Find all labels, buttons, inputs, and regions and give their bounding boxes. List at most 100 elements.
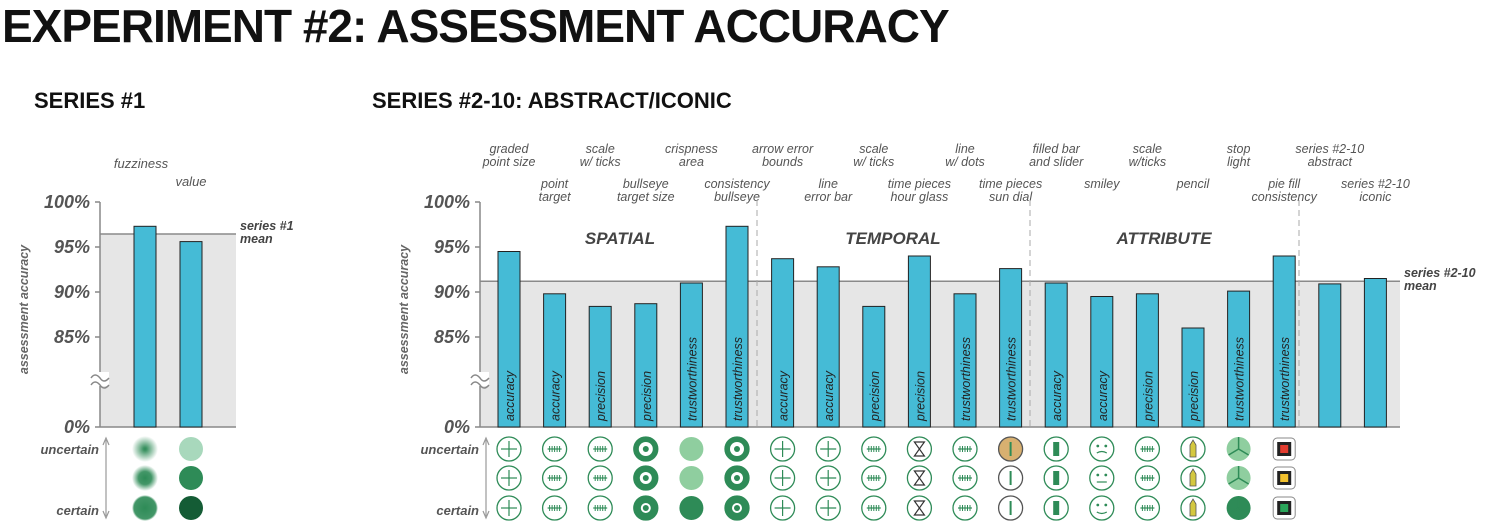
category-label: bounds [762, 155, 803, 169]
category-label: consistency [704, 177, 770, 191]
category-label: light [1227, 155, 1250, 169]
y-tick-label: 90% [54, 282, 90, 302]
arrow-head-down [482, 510, 490, 520]
bar-label: trustworthiness [1278, 337, 1292, 421]
main-title: EXPERIMENT #2: ASSESSMENT ACCURACY [2, 0, 950, 52]
smiley-mouth-icon [1096, 511, 1108, 515]
category-label: pie fill [1267, 177, 1301, 191]
category-label: target size [617, 190, 675, 204]
axis-break-icon [90, 381, 110, 389]
y-tick-label: 85% [434, 327, 470, 347]
bar-label: accuracy [503, 370, 517, 421]
series2-bar [679, 282, 703, 428]
series1-bar [133, 225, 157, 428]
bar-label: precision [640, 371, 654, 422]
category-label: consistency [1252, 190, 1318, 204]
series2-bar [907, 255, 931, 428]
bullseye-icon [734, 446, 740, 452]
category-label: hour glass [891, 190, 949, 204]
fuzzy-circle-icon [132, 495, 158, 521]
category-label: series #2-10 [1341, 177, 1410, 191]
category-label: graded [490, 142, 530, 156]
series2-title: SERIES #2-10: ABSTRACT/ICONIC [372, 88, 732, 113]
bar-label: precision [1187, 371, 1201, 422]
series2-bar [588, 305, 612, 428]
glyph-line-icon [1238, 507, 1249, 515]
group-label: ATTRIBUTE [1115, 229, 1212, 248]
category-label: point size [482, 155, 536, 169]
category-label: scale [859, 142, 888, 156]
category-label: filled bar [1033, 142, 1081, 156]
filled-bar-icon [1053, 471, 1060, 485]
smiley-eye-icon [1096, 444, 1100, 448]
category-label: line [818, 177, 838, 191]
category-label: pencil [1176, 177, 1211, 191]
category-label: point [540, 177, 569, 191]
category-label: sun dial [989, 190, 1033, 204]
category-label: w/ ticks [853, 155, 894, 169]
crisp-area-icon [679, 466, 704, 490]
hourglass-icon [913, 500, 926, 516]
series2-bar [1272, 255, 1296, 428]
category-label: scale [586, 142, 615, 156]
category-label: value [175, 174, 206, 189]
category-label: series #2-10 [1295, 142, 1364, 156]
mean-area [480, 281, 1400, 427]
series2-bar [999, 268, 1023, 428]
series2-bar [497, 251, 521, 428]
group-label: SPATIAL [585, 229, 655, 248]
bar-label: accuracy [1096, 370, 1110, 421]
glyph-line-icon [1228, 507, 1239, 515]
value-circle-icon [179, 466, 203, 490]
series2-bar [1044, 282, 1068, 428]
category-label: time pieces [979, 177, 1042, 191]
series2-bar [1363, 278, 1387, 428]
bar-label: trustworthiness [1233, 337, 1247, 421]
series2-bar [1227, 290, 1251, 428]
glyph-line-icon [1228, 448, 1239, 456]
bar-label: precision [913, 371, 927, 422]
bullseye-icon [642, 446, 649, 452]
group-label: TEMPORAL [845, 229, 940, 248]
mean-label: series #1 [240, 219, 294, 233]
stoplight-lamp-icon [1280, 504, 1289, 512]
axis-break-icon [470, 374, 490, 382]
smiley-eye-icon [1096, 503, 1100, 507]
category-label: crispness [665, 142, 718, 156]
uncertain-label: uncertain [40, 442, 99, 457]
category-label: abstract [1308, 155, 1353, 169]
bar-label: trustworthiness [1005, 337, 1019, 421]
y-tick-label: 85% [54, 327, 90, 347]
category-label: bullseye [714, 190, 760, 204]
smiley-eye-icon [1096, 473, 1100, 477]
series1-glyphs [132, 436, 203, 521]
series2-bar [771, 258, 795, 428]
crisp-area-icon [679, 496, 704, 520]
category-label: arrow error [752, 142, 814, 156]
y-axis-title: assessment accuracy [397, 244, 411, 374]
series2-bar [1181, 327, 1205, 428]
category-label: stop [1227, 142, 1251, 156]
category-label: w/ dots [945, 155, 985, 169]
hourglass-icon [913, 470, 926, 486]
glyph-line-icon [1228, 477, 1239, 485]
smiley-eye-icon [1104, 444, 1108, 448]
series2-bar [725, 225, 749, 428]
series2-bar [953, 293, 977, 428]
bar-label: precision [1141, 371, 1155, 422]
series2-bar [816, 266, 840, 428]
category-label: fuzziness [114, 156, 169, 171]
y-tick-label: 95% [54, 237, 90, 257]
category-label: w/ ticks [580, 155, 621, 169]
value-circle-icon [179, 437, 203, 461]
mean-area [100, 233, 236, 427]
pencil-icon [1189, 468, 1197, 487]
category-label: scale [1133, 142, 1162, 156]
uncertain-label: uncertain [420, 442, 479, 457]
hourglass-icon [913, 441, 926, 457]
glyph-line-icon [1238, 477, 1249, 485]
category-label: iconic [1359, 190, 1392, 204]
series2-bar [1135, 293, 1159, 428]
